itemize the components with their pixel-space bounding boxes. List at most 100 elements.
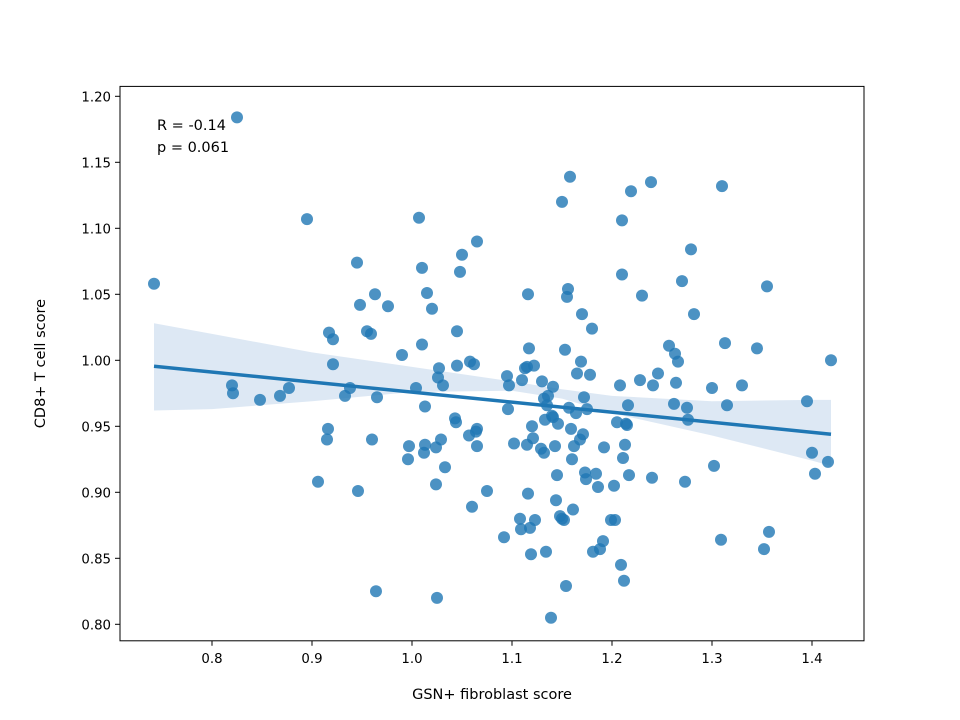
data-point (514, 512, 526, 525)
data-point (616, 214, 628, 227)
data-point (825, 354, 837, 367)
data-point (685, 243, 697, 256)
data-point (676, 275, 688, 288)
data-point (536, 375, 548, 388)
data-point (527, 432, 539, 445)
data-point (370, 585, 382, 598)
data-point (503, 379, 515, 392)
data-point (523, 342, 535, 355)
data-point (616, 268, 628, 281)
data-point (566, 453, 578, 466)
data-point (413, 211, 425, 224)
y-tick-label: 1.15 (81, 156, 111, 171)
data-point (646, 471, 658, 484)
data-point (466, 500, 478, 513)
data-point (611, 416, 623, 429)
y-tick-label: 0.80 (81, 618, 111, 633)
data-point (369, 288, 381, 301)
data-point (552, 417, 564, 430)
data-point (327, 333, 339, 346)
data-point (437, 379, 449, 392)
data-point (435, 433, 447, 446)
data-point (719, 337, 731, 350)
correlation-r-annotation: R = -0.14 (157, 118, 226, 134)
data-point (550, 494, 562, 507)
data-point (571, 367, 583, 380)
data-point (426, 302, 438, 315)
data-point (321, 433, 333, 446)
x-tick-label: 1.3 (701, 652, 722, 667)
data-point (652, 367, 664, 380)
data-point (672, 355, 684, 368)
data-point (365, 327, 377, 340)
confidence-band-layer (154, 323, 831, 466)
data-point (522, 487, 534, 500)
data-point (716, 180, 728, 193)
data-point (419, 400, 431, 413)
data-points-layer (148, 111, 837, 624)
data-point (451, 359, 463, 372)
data-point (668, 397, 680, 410)
data-point (551, 469, 563, 482)
data-point (621, 419, 633, 431)
data-point (439, 461, 451, 474)
data-point (498, 531, 510, 544)
data-point (327, 358, 339, 371)
data-point (634, 374, 646, 387)
data-point (721, 399, 733, 412)
data-point (619, 438, 631, 451)
data-point (254, 393, 266, 406)
data-point (592, 481, 604, 493)
data-point (454, 265, 466, 278)
confidence-band (154, 323, 831, 466)
data-point (274, 389, 286, 402)
x-tick-label: 0.9 (301, 652, 322, 667)
data-point (231, 111, 243, 124)
data-point (559, 343, 571, 356)
data-point (647, 379, 659, 392)
data-point (542, 389, 554, 402)
data-point (526, 420, 538, 433)
data-point (529, 514, 541, 526)
data-point (430, 478, 442, 491)
data-point (419, 438, 431, 451)
data-point (468, 358, 480, 371)
data-point (598, 441, 610, 454)
data-point (636, 289, 648, 302)
data-point (366, 433, 378, 446)
x-tick-label: 0.8 (201, 652, 222, 667)
data-point (576, 308, 588, 321)
data-point (556, 195, 568, 208)
data-point (322, 422, 334, 435)
data-point (396, 349, 408, 361)
data-point (421, 287, 433, 299)
data-point (549, 440, 561, 453)
data-point (736, 379, 748, 392)
data-point (565, 422, 577, 435)
y-tick-label: 0.85 (81, 552, 111, 567)
data-point (758, 543, 770, 556)
data-point (567, 503, 579, 516)
data-point (538, 446, 550, 459)
data-point (751, 342, 763, 355)
data-point (525, 548, 537, 561)
data-point (558, 514, 570, 526)
data-point (547, 380, 559, 393)
data-point (312, 475, 324, 488)
data-point (562, 283, 574, 295)
data-point (433, 362, 445, 375)
y-tick-label: 0.90 (81, 486, 111, 501)
x-tick-label: 1.1 (501, 652, 522, 667)
regression-line (153, 364, 832, 436)
data-point (586, 322, 598, 335)
data-point (545, 611, 557, 624)
x-axis-ticks: 0.8 0.9 1.0 1.1 1.2 1.3 1.4 (201, 640, 823, 667)
data-point (623, 469, 635, 482)
data-point (227, 387, 239, 400)
data-point (688, 308, 700, 321)
data-point (564, 170, 576, 183)
y-tick-label: 1.00 (81, 354, 111, 369)
data-point (670, 376, 682, 389)
data-point (708, 459, 720, 472)
data-point (431, 591, 443, 604)
